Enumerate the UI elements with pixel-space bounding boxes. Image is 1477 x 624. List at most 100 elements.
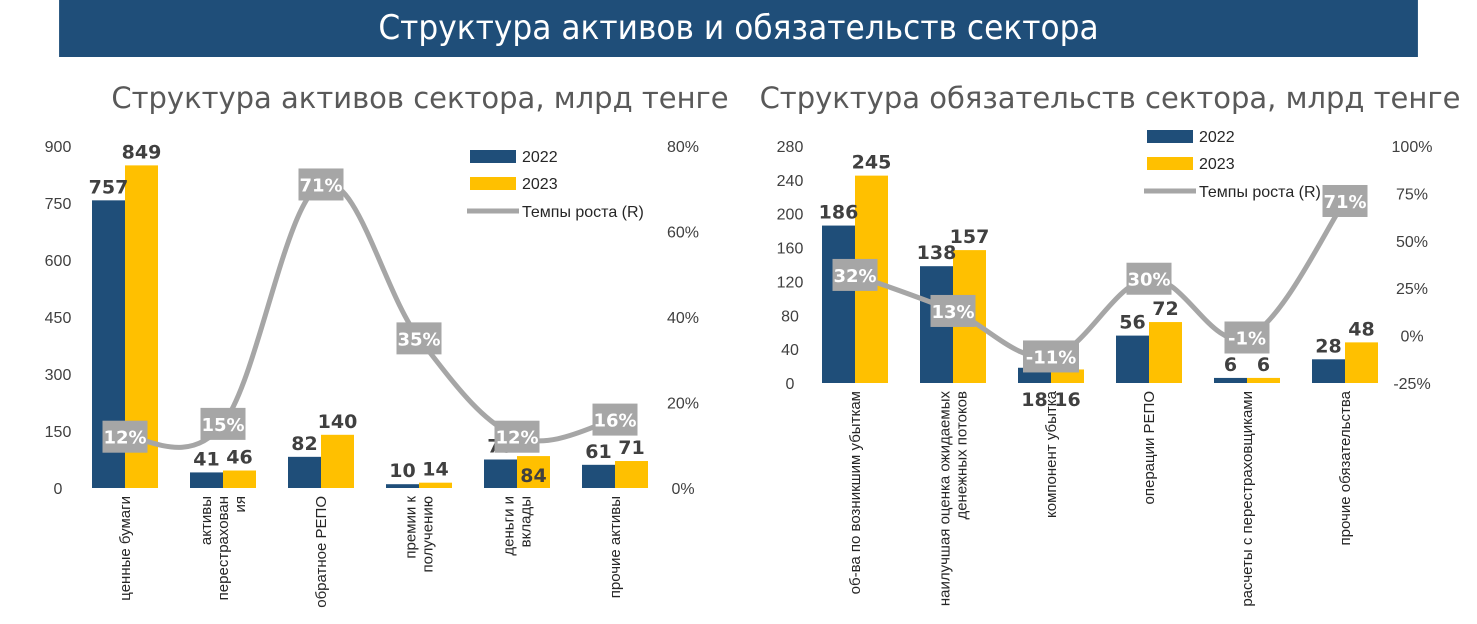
y-left-tick-label: 300 (45, 367, 72, 384)
bar-2022 (190, 472, 223, 488)
rate-point-label: 15% (201, 415, 244, 436)
bar-2022 (1312, 359, 1345, 383)
category-label: вклады (518, 496, 535, 547)
category-label: прочие обязательства (1337, 390, 1354, 545)
rate-point-label: 35% (397, 329, 440, 350)
bar-value-label: 82 (291, 433, 317, 455)
rate-point-label: -11% (1026, 347, 1077, 368)
bar-value-label: 245 (852, 152, 892, 174)
bar-2023 (615, 461, 648, 488)
category-label: об-ва по возникшим убыткам (847, 391, 864, 594)
bar-value-label: 6 (1224, 354, 1237, 376)
y-right-tick-label: 25% (1396, 281, 1428, 298)
y-left-tick-label: 160 (777, 241, 804, 258)
y-left-tick-label: 450 (45, 310, 72, 327)
y-right-tick-label: 0% (1400, 329, 1423, 346)
bar-2023 (419, 482, 452, 488)
category-label: ия (232, 496, 249, 513)
legend-label-2022: 2022 (1199, 129, 1235, 146)
bar-value-label: 56 (1119, 312, 1145, 334)
rate-point-label: 12% (103, 428, 146, 449)
bar-2023 (1149, 322, 1182, 383)
legend-swatch-2023 (470, 177, 516, 190)
y-right-tick-label: 80% (667, 139, 699, 156)
bar-value-label: 6 (1257, 354, 1270, 376)
bar-value-label: 46 (226, 447, 252, 469)
rate-line (122, 180, 618, 450)
bar-2023 (1247, 377, 1280, 383)
bar-value-label: 849 (122, 141, 162, 163)
bar-value-label: 16 (1054, 389, 1080, 411)
rate-point-label: -1% (1228, 328, 1266, 349)
bar-2023 (517, 456, 550, 488)
bar-value-label: 71 (618, 437, 644, 459)
category-label: операции РЕПО (1141, 391, 1158, 504)
bar-2022 (582, 464, 615, 488)
y-left-tick-label: 280 (777, 139, 804, 156)
y-right-tick-label: 100% (1392, 139, 1433, 156)
bar-value-label: 18 (1021, 389, 1047, 411)
rate-point-label: 16% (593, 411, 636, 432)
rate-label-box (592, 403, 638, 436)
rate-label-box (1126, 262, 1172, 295)
rate-label-box (930, 294, 976, 327)
bar-value-label: 72 (1152, 298, 1178, 320)
category-label: перестрахован (215, 496, 232, 600)
bar-2022 (484, 459, 517, 488)
y-right-tick-label: -25% (1393, 376, 1430, 393)
legend-swatch-2022 (470, 150, 516, 163)
legend-label-2023: 2023 (522, 176, 558, 193)
y-left-tick-label: 0 (786, 376, 795, 393)
rate-label-box (298, 168, 344, 201)
category-label: обратное РЕПО (313, 496, 330, 608)
y-right-tick-label: 20% (667, 396, 699, 413)
bar-value-label: 186 (819, 202, 859, 224)
category-label: получению (420, 496, 437, 572)
bar-2022 (386, 484, 419, 488)
legend-label-2023: 2023 (1199, 156, 1235, 173)
rate-label-box (1322, 184, 1368, 217)
bar-value-label: 41 (193, 448, 219, 470)
y-left-tick-label: 150 (45, 424, 72, 441)
category-label: ценные бумаги (117, 496, 134, 601)
bar-2022 (1214, 377, 1247, 383)
rate-label-box (396, 322, 442, 355)
rate-label-box (1224, 321, 1270, 354)
rate-point-label: 12% (495, 428, 538, 449)
y-left-tick-label: 600 (45, 253, 72, 270)
y-left-tick-label: 40 (781, 342, 799, 359)
legend-label-2022: 2022 (522, 149, 558, 166)
rate-label-box (832, 258, 878, 291)
y-right-tick-label: 0% (671, 481, 694, 498)
bar-value-label: 757 (89, 176, 129, 198)
y-left-tick-label: 750 (45, 196, 72, 213)
bar-value-label: 61 (585, 441, 611, 463)
bar-value-label: 10 (389, 460, 415, 482)
y-left-tick-label: 900 (45, 139, 72, 156)
bar-value-label: 28 (1315, 335, 1341, 357)
rate-label-box (1023, 340, 1079, 373)
legend-label-rate: Темпы роста (R) (1199, 184, 1321, 201)
rate-point-label: 71% (1323, 192, 1366, 213)
legend-swatch-2022 (1147, 130, 1193, 143)
bar-2022 (288, 456, 321, 488)
rate-point-label: 71% (299, 175, 342, 196)
bar-2023 (321, 434, 354, 488)
rate-label-box (494, 420, 540, 453)
y-left-tick-label: 80 (781, 308, 799, 325)
y-left-tick-label: 200 (777, 207, 804, 224)
rate-point-label: 30% (1127, 270, 1170, 291)
category-label: премии к (403, 496, 420, 559)
y-right-tick-label: 40% (667, 310, 699, 327)
y-left-tick-label: 240 (777, 173, 804, 190)
category-label: наилучшая оценка ожидаемых (937, 391, 954, 607)
page-banner-title: Структура активов и обязательств сектора (59, 0, 1418, 57)
bar-2022 (1116, 335, 1149, 383)
y-left-tick-label: 120 (777, 274, 804, 291)
category-label: деньги и (501, 496, 518, 556)
chart-title-2: Структура обязательств сектора, млрд тен… (760, 81, 1461, 115)
bar-2023 (1051, 369, 1084, 383)
y-right-tick-label: 50% (1396, 234, 1428, 251)
category-label: денежных потоков (954, 391, 971, 520)
